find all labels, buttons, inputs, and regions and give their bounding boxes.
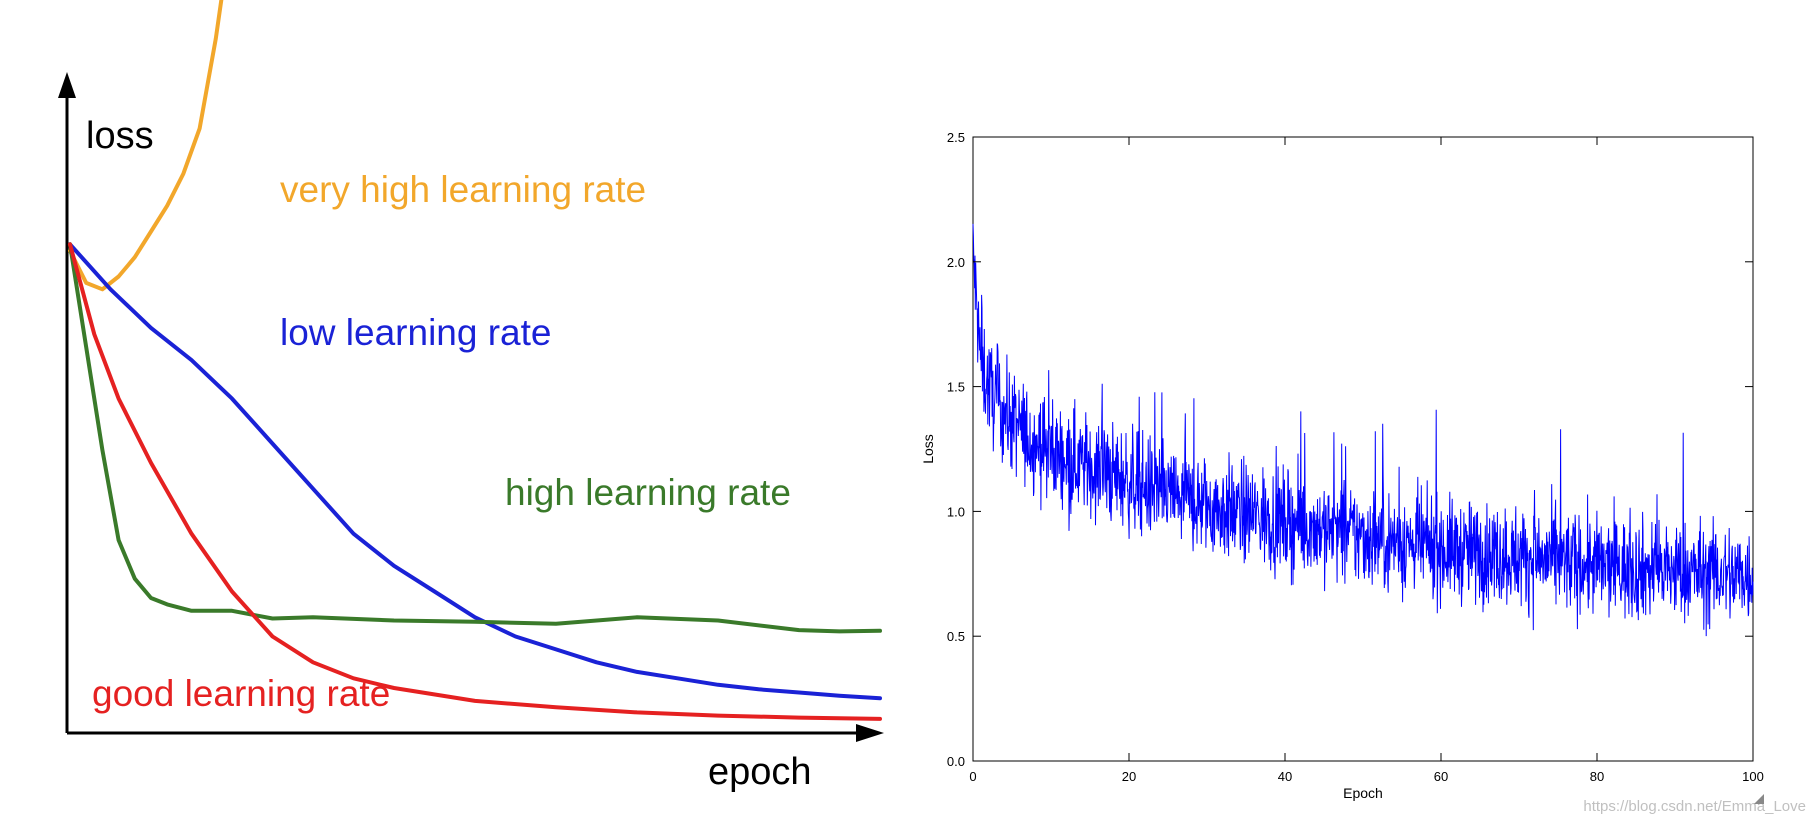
left-x-axis-arrow: [856, 724, 884, 742]
right-x-tick-label: 100: [1742, 769, 1764, 784]
right-y-tick-label: 2.5: [947, 130, 965, 145]
left-y-axis-arrow: [58, 72, 76, 98]
right-x-axis-label: Epoch: [1343, 785, 1383, 801]
left-series-line-high-learning-rate: [68, 242, 882, 634]
left-loss-illustration: loss epoch very high learning rate low l…: [58, 0, 884, 793]
right-y-tick-label: 0.0: [947, 754, 965, 769]
left-y-axis-label: loss: [86, 115, 154, 157]
right-plot-frame: [972, 136, 1754, 762]
right-x-tick-label: 0: [969, 769, 976, 784]
right-y-tick-label: 1.5: [947, 380, 965, 395]
left-x-axis-label: epoch: [708, 751, 812, 793]
left-series-line-very-high-learning-rate: [68, 0, 224, 292]
right-y-tick-label: 0.5: [947, 629, 965, 644]
label-good-learning-rate: good learning rate: [92, 673, 390, 714]
label-high-learning-rate: high learning rate: [505, 472, 791, 513]
right-y-axis-label: Loss: [920, 434, 936, 464]
label-very-high-learning-rate: very high learning rate: [280, 169, 646, 210]
watermark-text: https://blog.csdn.net/Emma_Love: [1583, 798, 1806, 815]
label-low-learning-rate: low learning rate: [280, 312, 551, 353]
right-x-tick-label: 80: [1590, 769, 1604, 784]
right-loss-plot: 0 20 40 60 80 100 0.0 0.5 1.0 1.5 2.0 2.5 Epoch Los…: [920, 130, 1764, 801]
right-x-tick-label: 40: [1278, 769, 1292, 784]
right-loss-series-line: [972, 223, 1754, 637]
right-x-tick-label: 60: [1434, 769, 1448, 784]
left-series-line-good-learning-rate: [68, 242, 882, 721]
right-x-tick-label: 20: [1122, 769, 1136, 784]
resize-grip-icon: [1754, 794, 1764, 804]
right-y-tick-label: 1.0: [947, 504, 965, 519]
right-y-tick-label: 2.0: [947, 255, 965, 270]
left-series-line-low-learning-rate: [68, 242, 882, 701]
